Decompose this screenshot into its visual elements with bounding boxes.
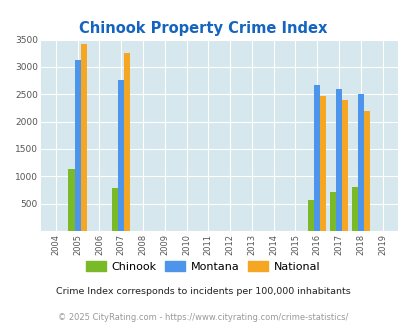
Bar [75, 60, 81, 231]
Bar [313, 85, 320, 231]
Text: Crime Index corresponds to incidents per 100,000 inhabitants: Crime Index corresponds to incidents per… [55, 287, 350, 296]
Bar [363, 111, 369, 231]
Bar [307, 200, 313, 231]
Text: © 2025 CityRating.com - https://www.cityrating.com/crime-statistics/: © 2025 CityRating.com - https://www.city… [58, 313, 347, 322]
Bar [81, 44, 87, 231]
Bar [118, 80, 124, 231]
Bar [68, 169, 75, 231]
Text: Chinook Property Crime Index: Chinook Property Crime Index [79, 21, 326, 36]
Bar [341, 100, 347, 231]
Bar [357, 94, 363, 231]
Bar [112, 188, 118, 231]
Bar [351, 187, 357, 231]
Bar [124, 53, 130, 231]
Bar [329, 192, 335, 231]
Legend: Chinook, Montana, National: Chinook, Montana, National [81, 256, 324, 276]
Bar [320, 96, 326, 231]
Bar [335, 89, 341, 231]
